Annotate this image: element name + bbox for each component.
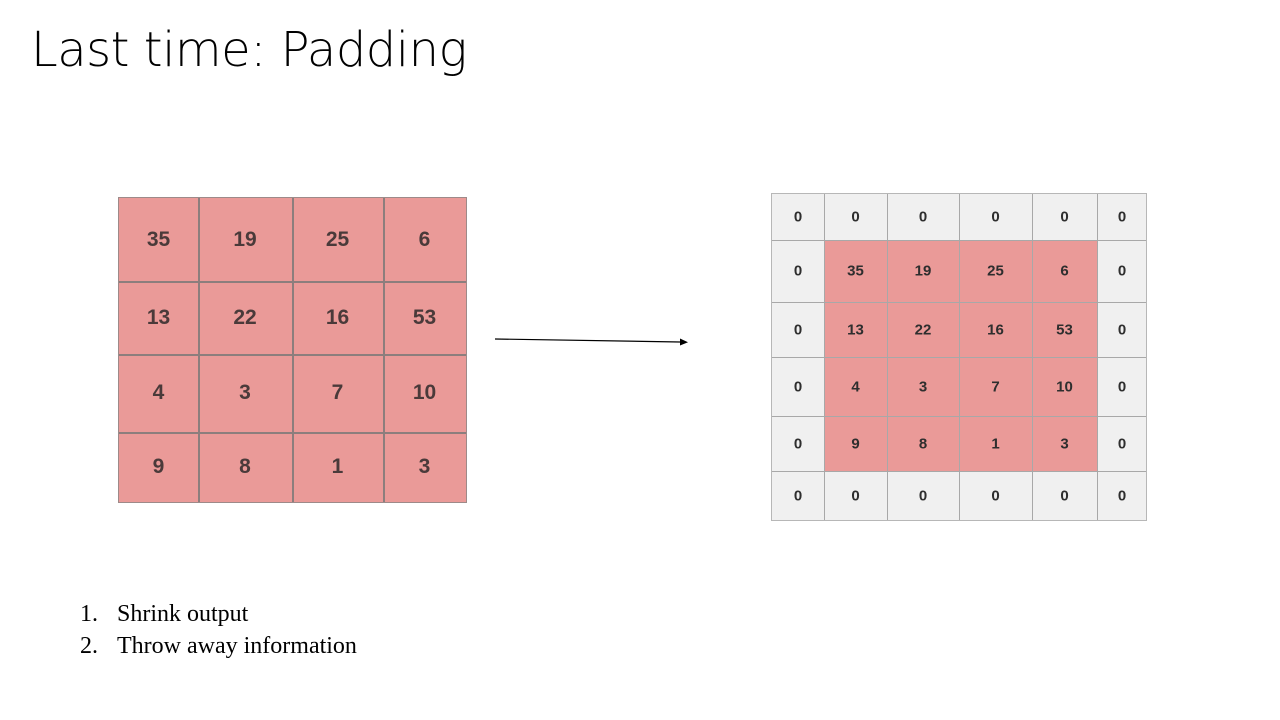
grid-cell-value: 0 [1060, 208, 1069, 226]
slide-title: Last time: Padding [31, 22, 467, 78]
grid-line [772, 240, 1146, 241]
grid-cell-value: 16 [325, 305, 350, 329]
grid-cell-value: 19 [914, 262, 932, 280]
grid-cell-value: 13 [146, 305, 171, 329]
grid-cell-value: 1 [991, 435, 1000, 452]
grid-line [119, 354, 466, 356]
grid-cell-value: 53 [1056, 321, 1073, 338]
grid-line [119, 432, 466, 434]
grid-cell-value: 0 [1060, 487, 1069, 505]
grid-cell-value: 0 [991, 487, 1000, 505]
grid-cell-value: 0 [918, 208, 928, 226]
grid-cell-value: 0 [1117, 321, 1127, 338]
problems-list: 1. Shrink output 2. Throw away information [80, 598, 357, 662]
grid-cell-value: 10 [412, 381, 437, 404]
grid-cell-value: 25 [325, 227, 350, 251]
grid-line [198, 198, 200, 502]
grid-line [772, 302, 1146, 303]
grid-cell-value: 0 [918, 487, 928, 505]
grid-cell-value: 8 [239, 455, 251, 478]
problem-item: 2. Throw away information [80, 630, 357, 662]
grid-cell-value: 0 [851, 487, 860, 505]
grid-line [292, 198, 294, 502]
problem-text: Shrink output [117, 601, 249, 627]
grid-cell-value: 35 [847, 262, 864, 280]
grid-cell-value: 53 [412, 305, 437, 329]
grid-cell-value: 6 [418, 227, 431, 251]
input-grid: 35 19 25 6 13 22 16 53 4 3 7 10 9 8 1 3 [118, 197, 467, 503]
grid-cell-value: 10 [1056, 378, 1073, 395]
grid-cell-value: 0 [793, 435, 803, 452]
grid-line [383, 198, 385, 502]
grid-cell-value: 13 [847, 321, 864, 338]
grid-cell-value: 1 [331, 455, 344, 478]
grid-cell-value: 9 [152, 455, 165, 478]
grid-cell-value: 16 [987, 321, 1004, 338]
grid-cell-value: 25 [987, 262, 1004, 280]
grid-cell-value: 3 [418, 455, 431, 478]
grid-cell-value: 3 [918, 378, 928, 395]
grid-cell-value: 9 [851, 435, 860, 452]
problem-number: 1. [80, 601, 98, 627]
problem-item: 1. Shrink output [80, 598, 357, 630]
grid-cell-value: 6 [1060, 262, 1069, 280]
original-values-region [824, 240, 1097, 471]
grid-cell-value: 0 [1117, 262, 1127, 280]
grid-cell-value: 19 [233, 227, 257, 251]
grid-line [772, 357, 1146, 358]
grid-cell-value: 0 [991, 208, 1000, 226]
grid-cell-value: 0 [851, 208, 860, 226]
grid-cell-value: 0 [1117, 378, 1127, 395]
grid-cell-value: 0 [793, 321, 803, 338]
grid-cell-value: 7 [331, 381, 344, 404]
grid-cell-value: 0 [1117, 435, 1127, 452]
grid-cell-value: 22 [914, 321, 932, 338]
grid-cell-value: 0 [793, 208, 803, 226]
grid-cell-value: 4 [851, 378, 860, 395]
padded-grid: 0 0 0 0 0 0 0 35 19 25 6 0 0 13 22 16 53 0 0 4 3 7 10 0 0 9 8 1 3 0 0 0… [771, 193, 1147, 521]
grid-line [119, 281, 466, 283]
problem-text: Throw away information [117, 633, 357, 659]
grid-cell-value: 0 [793, 378, 803, 395]
grid-cell-value: 0 [1117, 487, 1127, 505]
grid-line [772, 471, 1146, 472]
grid-cell-value: 35 [146, 227, 171, 251]
grid-cell-value: 22 [233, 305, 257, 329]
grid-cell-value: 4 [152, 381, 165, 404]
arrow-right-icon [494, 338, 688, 346]
grid-line [772, 416, 1146, 417]
grid-cell-value: 0 [793, 262, 803, 280]
grid-cell-value: 0 [793, 487, 803, 505]
grid-cell-value: 3 [1060, 435, 1069, 452]
grid-cell-value: 7 [991, 378, 1000, 395]
grid-cell-value: 8 [918, 435, 928, 452]
grid-cell-value: 0 [1117, 208, 1127, 226]
grid-cell-value: 3 [239, 381, 251, 404]
problem-number: 2. [80, 633, 98, 659]
